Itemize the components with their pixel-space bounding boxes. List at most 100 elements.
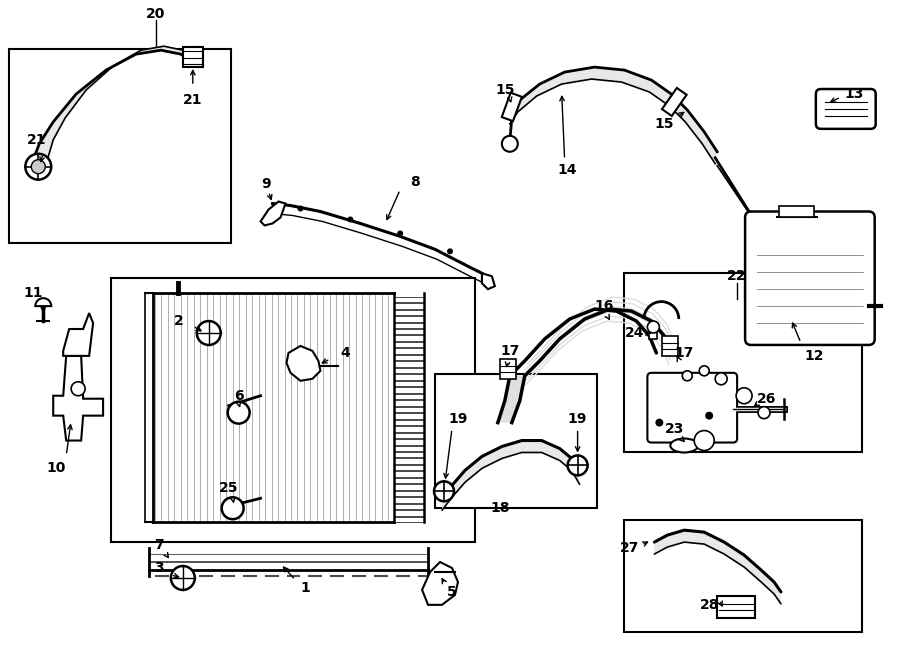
Bar <box>502 93 522 121</box>
Ellipse shape <box>670 438 698 453</box>
Bar <box>394 323 424 328</box>
Bar <box>183 47 202 67</box>
Text: 12: 12 <box>804 349 824 363</box>
Polygon shape <box>32 46 198 167</box>
Text: 17: 17 <box>675 346 694 360</box>
Text: 19: 19 <box>568 412 588 426</box>
Bar <box>394 407 424 412</box>
Bar <box>662 336 679 356</box>
Bar <box>662 88 687 116</box>
Text: 28: 28 <box>699 598 719 612</box>
Circle shape <box>397 231 403 237</box>
Bar <box>394 432 424 438</box>
Circle shape <box>25 154 51 180</box>
FancyBboxPatch shape <box>816 89 876 129</box>
Text: 5: 5 <box>447 585 457 599</box>
Bar <box>394 439 424 444</box>
Bar <box>9 49 230 243</box>
Text: 20: 20 <box>146 7 166 21</box>
Circle shape <box>716 373 727 385</box>
Bar <box>394 446 424 451</box>
Text: 26: 26 <box>757 392 777 406</box>
Polygon shape <box>442 440 580 510</box>
Text: 9: 9 <box>261 176 270 190</box>
Bar <box>394 348 424 354</box>
Bar <box>435 374 597 508</box>
Circle shape <box>228 402 249 424</box>
Text: 8: 8 <box>410 175 420 188</box>
Text: 3: 3 <box>154 561 164 575</box>
Bar <box>394 329 424 334</box>
Bar <box>394 420 424 425</box>
Bar <box>650 327 657 339</box>
Text: 19: 19 <box>448 412 468 426</box>
Text: 18: 18 <box>491 501 509 516</box>
Circle shape <box>682 371 692 381</box>
Polygon shape <box>261 202 285 225</box>
Ellipse shape <box>694 430 715 451</box>
Circle shape <box>736 388 752 404</box>
Circle shape <box>298 206 303 212</box>
Text: 21: 21 <box>26 133 46 147</box>
Circle shape <box>568 455 588 475</box>
Wedge shape <box>35 298 51 306</box>
Text: 16: 16 <box>595 299 614 313</box>
Bar <box>394 297 424 302</box>
Polygon shape <box>53 356 104 440</box>
Bar <box>394 387 424 393</box>
Text: 10: 10 <box>47 461 66 475</box>
Text: 13: 13 <box>844 87 863 101</box>
Polygon shape <box>63 313 93 356</box>
Text: 11: 11 <box>23 286 43 300</box>
Text: 17: 17 <box>500 344 519 358</box>
Bar <box>394 478 424 483</box>
Bar <box>394 504 424 509</box>
Bar <box>394 355 424 360</box>
Bar <box>394 517 424 522</box>
Bar <box>779 206 814 217</box>
FancyBboxPatch shape <box>745 212 875 345</box>
Bar <box>394 368 424 373</box>
Text: 21: 21 <box>183 93 202 107</box>
Bar <box>717 596 755 618</box>
Polygon shape <box>482 273 495 289</box>
Bar <box>394 362 424 367</box>
Polygon shape <box>422 562 458 605</box>
Circle shape <box>71 382 86 396</box>
Bar <box>394 316 424 321</box>
Circle shape <box>647 321 660 333</box>
Bar <box>394 497 424 503</box>
Circle shape <box>32 160 45 174</box>
Polygon shape <box>654 530 781 604</box>
Bar <box>394 400 424 406</box>
Bar <box>394 426 424 432</box>
Circle shape <box>655 418 663 426</box>
Bar <box>394 394 424 399</box>
Text: 15: 15 <box>495 83 515 97</box>
Bar <box>394 510 424 516</box>
Bar <box>394 336 424 341</box>
Circle shape <box>706 412 713 420</box>
Circle shape <box>221 497 244 519</box>
Text: 2: 2 <box>174 314 184 328</box>
Text: 7: 7 <box>154 538 164 552</box>
Circle shape <box>447 249 453 254</box>
Text: 4: 4 <box>340 346 350 360</box>
Bar <box>625 520 861 632</box>
Bar <box>625 273 861 453</box>
Circle shape <box>347 217 354 223</box>
Bar <box>394 342 424 348</box>
Polygon shape <box>498 376 525 422</box>
Circle shape <box>502 136 518 152</box>
Text: 22: 22 <box>727 269 747 283</box>
Bar <box>394 465 424 471</box>
Text: 6: 6 <box>234 389 244 403</box>
Bar <box>394 303 424 309</box>
Bar <box>394 309 424 315</box>
Text: 1: 1 <box>301 581 310 595</box>
Bar <box>394 381 424 386</box>
Bar <box>394 491 424 496</box>
Text: 23: 23 <box>664 422 684 436</box>
Bar <box>394 374 424 380</box>
Circle shape <box>758 407 770 418</box>
